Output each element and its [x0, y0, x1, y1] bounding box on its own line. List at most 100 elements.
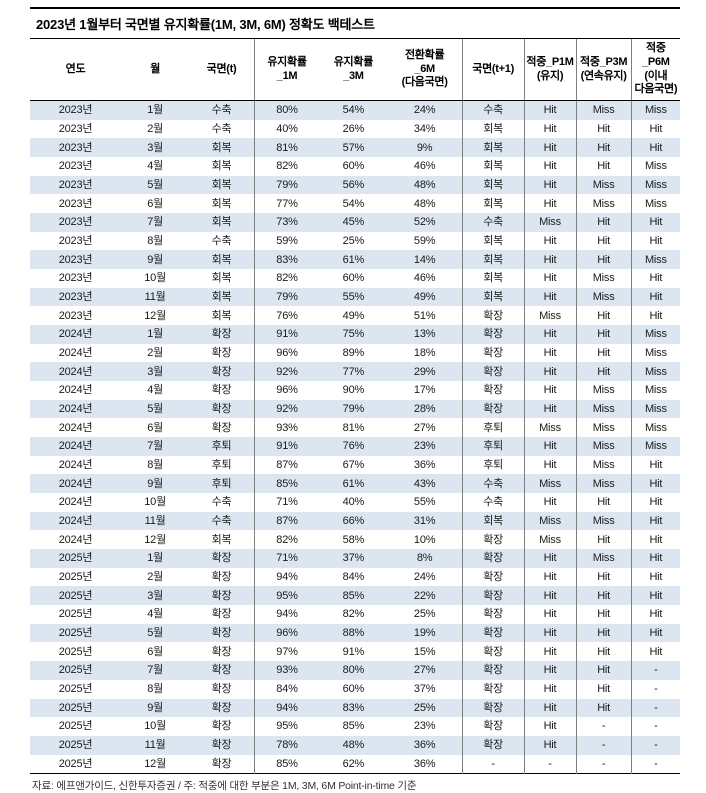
prob-3m-cell: 40% — [342, 496, 365, 509]
month-cell: 11월 — [144, 290, 166, 303]
hit-p3m-cell: Hit — [575, 623, 632, 643]
prob-3m-cell: 60% — [342, 272, 365, 285]
prob-3m-cell: 60% — [342, 160, 365, 173]
phase-t-cell: 확장 — [211, 328, 232, 341]
month-cell: 5월 — [147, 627, 164, 639]
hit-p3m-cell: Hit — [575, 642, 632, 662]
year-cell: 2023년 — [58, 178, 93, 191]
prob-6m-cell: 18% — [413, 346, 436, 359]
phase-t1-cell: 회복 — [461, 511, 524, 531]
month-cell: 7월 — [147, 216, 164, 229]
phase-t1-cell: 회복 — [461, 194, 524, 214]
year-cell: 2023년 — [58, 272, 93, 285]
prob-3m-cell: 48% — [342, 739, 365, 752]
table-row: 2023년 8월 수축 59% 25% 59% 회복 Hit Hit Hit — [30, 231, 680, 251]
phase-t-cell: 회복 — [211, 160, 232, 173]
prob-3m-cell: 82% — [342, 608, 365, 621]
hit-p3m-cell: Hit — [575, 567, 632, 587]
prob-3m-cell: 85% — [342, 589, 365, 602]
year-cell: 2025년 — [58, 683, 93, 696]
phase-t-cell: 회복 — [211, 272, 232, 285]
phase-t-cell: 확장 — [211, 683, 232, 696]
col-header-prob-6m: 전환확률 _6M (다음국면) — [387, 39, 463, 101]
month-cell: 10월 — [144, 272, 166, 285]
phase-t1-cell: 확장 — [461, 399, 524, 419]
month-cell: 12월 — [144, 309, 166, 322]
hit-p6m-cell: Hit — [630, 474, 680, 494]
col-header-hit-p6m: 적중_P6M (이내 다음국면) — [630, 39, 680, 101]
phase-t1-cell: 회복 — [461, 269, 524, 288]
table-row: 2023년 6월 회복 77% 54% 48% 회복 Hit Miss Miss — [30, 194, 680, 214]
table-row: 2023년 5월 회복 79% 56% 48% 회복 Hit Miss Miss — [30, 175, 680, 195]
hit-p1m-cell: Hit — [523, 455, 576, 475]
prob-3m-cell: 90% — [342, 384, 365, 397]
table-row: 2023년 11월 회복 79% 55% 49% 회복 Hit Miss Hit — [30, 287, 680, 307]
hit-p6m-cell: Miss — [630, 325, 680, 344]
prob-1m-cell: 40% — [253, 119, 320, 139]
month-cell: 2월 — [147, 346, 164, 359]
prob-1m-cell: 84% — [253, 679, 320, 699]
hit-p6m-cell: Miss — [630, 250, 680, 270]
hit-p6m-cell: Hit — [630, 213, 680, 232]
hit-p3m-cell: Hit — [575, 586, 632, 606]
phase-t1-cell: 확장 — [461, 567, 524, 587]
year-cell: 2025년 — [58, 720, 93, 733]
table-row: 2025년 6월 확장 97% 91% 15% 확장 Hit Hit Hit — [30, 642, 680, 662]
phase-t-cell: 확장 — [211, 664, 232, 677]
hit-p3m-cell: Hit — [575, 325, 632, 344]
prob-1m-cell: 71% — [253, 549, 320, 568]
table-row: 2024년 2월 확장 96% 89% 18% 확장 Hit Hit Miss — [30, 343, 680, 363]
month-cell: 7월 — [147, 440, 164, 453]
month-cell: 6월 — [147, 197, 164, 210]
prob-1m-cell: 80% — [253, 100, 320, 120]
hit-p1m-cell: Hit — [523, 493, 576, 512]
prob-6m-cell: 48% — [413, 178, 436, 191]
month-cell: 12월 — [144, 757, 166, 770]
prob-6m-cell: 29% — [413, 365, 436, 378]
hit-p6m-cell: - — [630, 735, 680, 755]
year-cell: 2023년 — [58, 234, 93, 247]
month-cell: 8월 — [147, 234, 164, 247]
hit-p3m-cell: Miss — [575, 511, 632, 531]
prob-3m-cell: 66% — [342, 514, 365, 527]
prob-1m-cell: 77% — [253, 194, 320, 214]
col-header-year: 연도 — [30, 39, 121, 101]
table-row: 2024년 7월 후퇴 91% 76% 23% 후퇴 Hit Miss Miss — [30, 437, 680, 456]
prob-1m-cell: 82% — [253, 157, 320, 176]
hit-p6m-cell: Hit — [630, 231, 680, 251]
year-cell: 2024년 — [58, 402, 93, 415]
prob-3m-cell: 54% — [342, 197, 365, 210]
source-note: 자료: 에프앤가이드, 신한투자증권 / 주: 적중에 대한 부분은 1M, 3… — [32, 780, 417, 793]
prob-1m-cell: 96% — [253, 381, 320, 400]
hit-p3m-cell: Hit — [575, 493, 632, 512]
prob-6m-cell: 59% — [413, 234, 436, 247]
prob-1m-cell: 91% — [253, 437, 320, 456]
prob-3m-cell: 60% — [342, 683, 365, 696]
phase-t-cell: 확장 — [211, 645, 232, 658]
table-row: 2023년 3월 회복 81% 57% 9% 회복 Hit Hit Hit — [30, 138, 680, 158]
table-row: 2025년 11월 확장 78% 48% 36% 확장 Hit - - — [30, 735, 680, 755]
hit-p1m-cell: Hit — [523, 623, 576, 643]
prob-1m-cell: 79% — [253, 175, 320, 195]
phase-t1-cell: 회복 — [461, 138, 524, 158]
prob-6m-cell: 24% — [413, 570, 436, 583]
hit-p1m-cell: Hit — [523, 605, 576, 624]
hit-p3m-cell: Hit — [575, 530, 632, 550]
month-cell: 8월 — [147, 683, 164, 696]
hit-p6m-cell: Miss — [630, 157, 680, 176]
hit-p6m-cell: Hit — [630, 549, 680, 568]
hit-p3m-cell: Miss — [575, 100, 632, 120]
table-row: 2025년 10월 확장 95% 85% 23% 확장 Hit - - — [30, 717, 680, 736]
year-cell: 2024년 — [58, 533, 93, 546]
prob-1m-cell: 96% — [253, 343, 320, 363]
phase-t1-cell: 확장 — [461, 549, 524, 568]
phase-t-cell: 회복 — [211, 216, 232, 229]
table-row: 2024년 10월 수축 71% 40% 55% 수축 Hit Hit Hit — [30, 493, 680, 512]
prob-6m-cell: 17% — [413, 384, 436, 397]
phase-t-cell: 확장 — [211, 346, 232, 359]
phase-t1-cell: 확장 — [461, 306, 524, 326]
hit-p1m-cell: Hit — [523, 735, 576, 755]
year-cell: 2024년 — [58, 514, 93, 527]
prob-6m-cell: 25% — [413, 608, 436, 621]
